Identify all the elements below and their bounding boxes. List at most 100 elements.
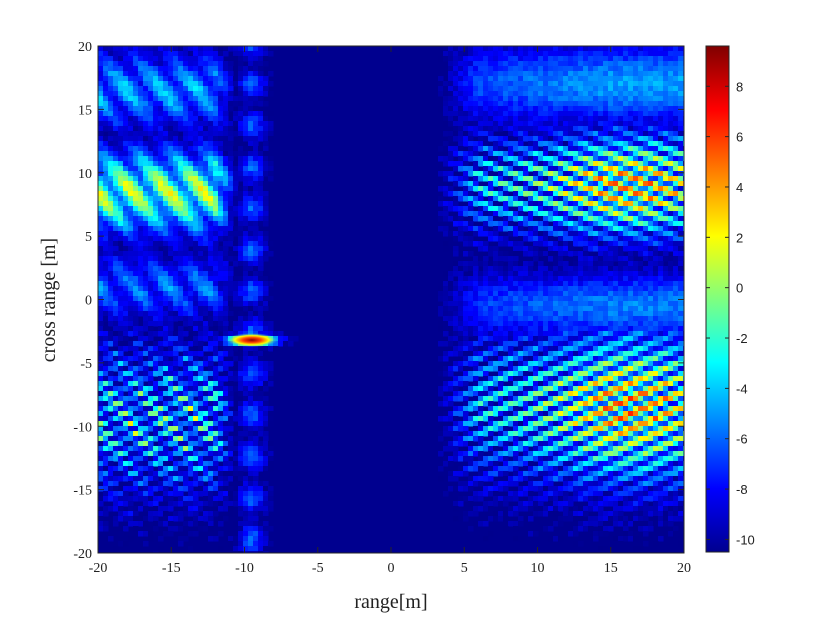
heatmap-cell xyxy=(108,86,114,92)
heatmap-cell xyxy=(213,196,219,202)
heatmap-cell xyxy=(588,346,594,352)
heatmap-cell xyxy=(208,96,214,102)
heatmap-cell xyxy=(518,331,524,337)
heatmap-cell xyxy=(198,241,204,247)
heatmap-cell xyxy=(178,141,184,147)
heatmap-cell xyxy=(618,351,624,357)
heatmap-cell xyxy=(153,196,159,202)
heatmap-cell xyxy=(618,126,624,132)
heatmap-cell xyxy=(563,51,569,57)
heatmap-cell xyxy=(483,301,489,307)
heatmap-cell xyxy=(553,181,559,187)
heatmap-cell xyxy=(553,226,559,232)
heatmap-cell xyxy=(588,106,594,112)
heatmap-cell xyxy=(198,111,204,117)
heatmap-cell xyxy=(208,186,214,192)
heatmap-cell xyxy=(603,196,609,202)
heatmap-cell xyxy=(568,321,574,327)
heatmap-cell xyxy=(133,231,139,237)
heatmap-cell xyxy=(578,51,584,57)
heatmap-cell xyxy=(588,321,594,327)
heatmap-cell xyxy=(193,261,199,267)
heatmap-cell xyxy=(198,296,204,302)
heatmap-cell xyxy=(653,326,659,332)
heatmap-cell xyxy=(608,211,614,217)
heatmap-cell xyxy=(593,326,599,332)
heatmap-cell xyxy=(103,356,109,362)
heatmap-cell xyxy=(188,266,194,272)
heatmap-cell xyxy=(543,281,549,287)
heatmap-cell xyxy=(458,351,464,357)
heatmap-cell xyxy=(608,271,614,277)
heatmap-cell xyxy=(238,301,244,307)
heatmap-cell xyxy=(513,276,519,282)
heatmap-cell xyxy=(628,316,634,322)
heatmap-cell xyxy=(208,176,214,182)
heatmap-cell xyxy=(173,121,179,127)
heatmap-cell xyxy=(668,121,674,127)
heatmap-cell xyxy=(108,141,114,147)
heatmap-cell xyxy=(228,226,234,232)
heatmap-cell xyxy=(553,66,559,72)
heatmap-cell xyxy=(168,316,174,322)
heatmap-cell xyxy=(618,111,624,117)
heatmap-cell xyxy=(473,196,479,202)
heatmap-cell xyxy=(208,126,214,132)
heatmap-cell xyxy=(238,196,244,202)
heatmap-cell xyxy=(603,311,609,317)
heatmap-cell xyxy=(623,231,629,237)
heatmap-cell xyxy=(623,91,629,97)
heatmap-cell xyxy=(103,226,109,232)
heatmap-cell xyxy=(603,271,609,277)
heatmap-cell xyxy=(133,176,139,182)
heatmap-cell xyxy=(548,191,554,197)
heatmap-cell xyxy=(473,91,479,97)
heatmap-cell xyxy=(458,221,464,227)
heatmap-cell xyxy=(278,331,284,337)
heatmap-cell xyxy=(558,76,564,82)
heatmap-cell xyxy=(573,166,579,172)
heatmap-cell xyxy=(233,116,239,122)
heatmap-cell xyxy=(568,201,574,207)
heatmap-cell xyxy=(518,351,524,357)
heatmap-cell xyxy=(443,121,449,127)
heatmap-cell xyxy=(578,106,584,112)
heatmap-cell xyxy=(123,331,129,337)
heatmap-cell xyxy=(508,201,514,207)
heatmap-cell xyxy=(128,316,134,322)
heatmap-cell xyxy=(483,101,489,107)
heatmap-cell xyxy=(558,131,564,137)
heatmap-cell xyxy=(643,176,649,182)
heatmap-cell xyxy=(528,326,534,332)
heatmap-cell xyxy=(118,276,124,282)
heatmap-cell xyxy=(258,126,264,132)
heatmap-cell xyxy=(668,136,674,142)
heatmap-cell xyxy=(528,61,534,67)
heatmap-cell xyxy=(483,331,489,337)
heatmap-cell xyxy=(508,316,514,322)
heatmap-cell xyxy=(143,351,149,357)
heatmap-cell xyxy=(598,131,604,137)
heatmap-cell xyxy=(608,71,614,77)
heatmap-cell xyxy=(548,166,554,172)
heatmap-cell xyxy=(503,76,509,82)
heatmap-cell xyxy=(538,181,544,187)
heatmap-cell xyxy=(208,56,214,62)
heatmap-cell xyxy=(143,226,149,232)
heatmap-cell xyxy=(223,156,229,162)
heatmap-cell xyxy=(203,236,209,242)
heatmap-cell xyxy=(133,291,139,297)
heatmap-cell xyxy=(243,81,249,87)
heatmap-cell xyxy=(243,191,249,197)
heatmap-cell xyxy=(678,116,684,122)
heatmap-cell xyxy=(453,166,459,172)
heatmap-cell xyxy=(188,226,194,232)
heatmap-cell xyxy=(558,276,564,282)
heatmap-cell xyxy=(518,206,524,212)
heatmap-cell xyxy=(578,186,584,192)
heatmap-cell xyxy=(98,341,104,347)
heatmap-cell xyxy=(493,236,499,242)
heatmap-cell xyxy=(158,171,164,177)
heatmap-cell xyxy=(628,251,634,257)
